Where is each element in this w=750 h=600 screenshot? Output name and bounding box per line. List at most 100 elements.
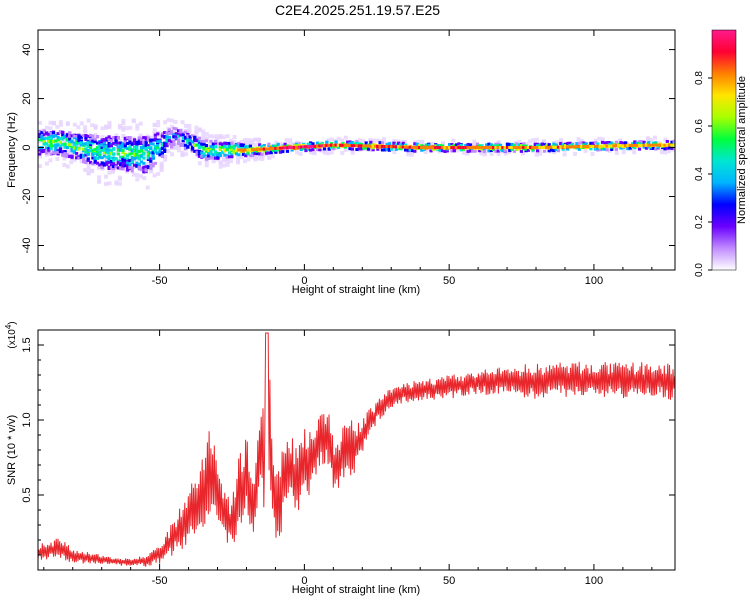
spectrogram-cell [311, 142, 315, 146]
spectrogram-core-cell [672, 143, 675, 147]
snr-y-tick-label: 1.0 [21, 412, 33, 427]
spectrogram-cell [90, 123, 95, 128]
spectrogram-cell [121, 143, 125, 147]
spectrogram-cell [220, 151, 225, 155]
spectrogram-cell [505, 142, 510, 146]
spectrogram-cell [526, 148, 530, 152]
spectrogram-cell [146, 156, 151, 160]
spectrogram-cell [100, 139, 104, 143]
spectrogram-cell [102, 163, 107, 167]
spectrogram-cell [427, 143, 431, 147]
spectrogram-cell [79, 135, 83, 139]
spectrogram-cell [105, 162, 109, 166]
spectrogram-cell [454, 143, 459, 147]
spectrogram-cell [100, 164, 104, 168]
spectrogram-cell [343, 148, 348, 153]
spectrogram-cell [119, 155, 123, 159]
spectrogram-cell [144, 145, 148, 149]
spectrogram-cell [262, 144, 266, 148]
spectrogram-cell [211, 159, 216, 164]
spectrogram-cell [49, 147, 53, 151]
spectrogram-cell [116, 152, 120, 156]
spectrogram-cell [176, 132, 181, 136]
spectrogram-cell [216, 153, 220, 157]
spectrogram-core-cell [459, 146, 463, 150]
spectrogram-cell [248, 144, 252, 148]
spectrogram-core-cell [244, 148, 248, 152]
spectrogram-core-cell [399, 145, 403, 149]
spectrogram-cell [441, 144, 445, 148]
spectrogram-cell [204, 139, 208, 143]
spectrogram-cell [522, 144, 526, 148]
spectrogram-core-cell [315, 144, 320, 148]
spectrogram-cell [239, 146, 243, 150]
spectrogram-core-cell [475, 146, 479, 150]
spectrogram-cell [56, 132, 60, 136]
spectrogram-cell [84, 136, 88, 140]
spectrogram-cell [123, 164, 127, 168]
spectrogram-cell [299, 147, 303, 151]
spectrogram-cell [322, 150, 327, 155]
spectrogram-core-cell [436, 146, 440, 150]
spectrogram-cell [295, 144, 299, 148]
spectrogram-cell [545, 144, 549, 148]
spectrogram-cell [163, 148, 167, 152]
spectrogram-core-cell [299, 145, 303, 149]
spectrogram-cell [176, 145, 181, 150]
spectrogram-core-cell [654, 143, 658, 147]
spectrogram-cell [253, 157, 258, 162]
spectrogram-x-tick-label: 100 [585, 275, 603, 287]
spectrogram-cell [121, 157, 125, 161]
spectrogram-cell [68, 139, 72, 143]
spectrogram-core-cell [485, 146, 489, 150]
spectrogram-core-cell [253, 148, 257, 152]
spectrogram-core-cell [397, 145, 401, 149]
spectrogram-cell [242, 140, 247, 145]
spectrogram-cell [434, 144, 438, 148]
spectrogram-cell [112, 142, 116, 146]
spectrogram-core-cell [304, 145, 308, 149]
spectrogram-core-cell [496, 146, 500, 150]
spectrogram-cell [88, 137, 93, 141]
spectrogram-cell [44, 141, 49, 145]
spectrogram-cell [121, 134, 126, 139]
spectrogram-core-cell [580, 145, 584, 149]
spectrogram-core-cell [656, 143, 660, 147]
spectrogram-cell [131, 172, 136, 177]
spectrogram-cell [596, 142, 600, 146]
spectrogram-cell [72, 143, 76, 147]
spectrogram-cell [132, 148, 137, 152]
spectrogram-cell [130, 149, 134, 153]
spectrogram-cell [381, 137, 386, 142]
spectrogram-cell [82, 153, 86, 157]
spectrogram-cell [498, 143, 503, 147]
spectrogram-core-cell [441, 146, 445, 150]
spectrogram-cell [663, 137, 668, 142]
spectrogram-cell [137, 157, 141, 161]
spectrogram-cell [121, 127, 126, 132]
spectrogram-core-cell [246, 148, 250, 152]
spectrogram-cell [139, 146, 144, 150]
spectrogram-cell [423, 150, 428, 155]
spectrogram-cell [49, 136, 53, 140]
spectrogram-cell [281, 142, 286, 147]
spectrogram-cell [65, 155, 69, 159]
spectrogram-core-cell [387, 145, 391, 149]
spectrogram-cell [320, 141, 324, 145]
spectrogram-cell [208, 142, 213, 147]
spectrogram-cell [135, 126, 140, 131]
spectrogram-cell [290, 148, 294, 152]
spectrogram-cell [130, 142, 134, 146]
spectrogram-cell [42, 140, 46, 144]
spectrogram-cell [197, 152, 202, 156]
spectrogram-core-cell [339, 143, 343, 147]
spectrogram-cell [47, 136, 51, 140]
spectrogram-cell [75, 137, 79, 141]
spectrogram-cell [200, 151, 204, 155]
spectrogram-core-cell [373, 144, 378, 148]
spectrogram-cell [297, 143, 301, 147]
spectrogram-cell [215, 134, 220, 139]
spectrogram-cell [98, 163, 102, 167]
spectrogram-cell [357, 147, 361, 151]
